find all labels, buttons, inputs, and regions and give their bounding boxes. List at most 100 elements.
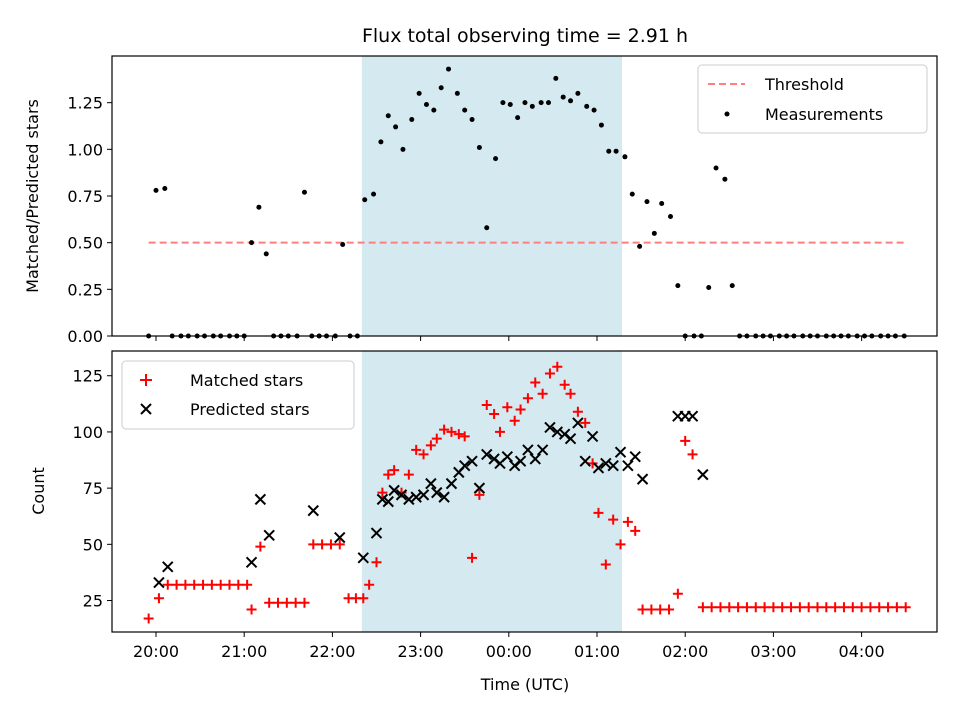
matched-stars-point — [794, 602, 805, 613]
matched-stars-point — [655, 604, 666, 615]
bottom-y-axis: 25 50 75 100 125 — [72, 367, 112, 611]
measurement-point — [493, 156, 499, 162]
chart-title: Flux total observing time = 2.91 h — [362, 25, 688, 47]
measurement-point — [598, 122, 604, 128]
y-tick-label: 0.00 — [67, 327, 103, 346]
matched-stars-point — [865, 602, 876, 613]
predicted-stars-point — [697, 468, 709, 481]
measurement-point — [668, 214, 673, 220]
measurement-point — [659, 200, 665, 206]
measurement-point — [560, 94, 566, 100]
predicted-stars-point — [544, 421, 556, 434]
predicted-legend-label: Predicted stars — [190, 400, 310, 419]
measurement-point — [538, 100, 544, 106]
matched-stars-point — [580, 417, 591, 428]
measurement-point — [568, 98, 574, 104]
matched-stars-point — [821, 602, 832, 613]
x-tick-label: 04:00 — [839, 642, 885, 661]
measurement-point — [484, 225, 490, 231]
measurement-point — [263, 251, 269, 257]
matched-stars-point — [522, 393, 533, 404]
matched-stars-point — [615, 539, 626, 550]
measurement-point — [522, 100, 528, 106]
matched-stars-point — [189, 579, 200, 590]
predicted-stars-point — [425, 477, 437, 490]
predicted-stars-point — [417, 489, 430, 501]
matched-stars-point — [358, 593, 369, 604]
measurement-point — [500, 100, 506, 106]
predicted-stars-point — [357, 552, 369, 564]
measurement-point — [362, 197, 368, 203]
matched-stars-point — [768, 602, 779, 613]
predicted-stars-point — [529, 453, 541, 465]
matched-stars-point — [411, 444, 422, 455]
threshold-legend-label: Threshold — [764, 75, 844, 94]
x-tick-label: 22:00 — [309, 642, 355, 661]
matched-stars-point — [900, 602, 911, 613]
measurement-point — [651, 230, 657, 236]
measurement-point — [575, 90, 581, 96]
x-axis-label: Time (UTC) — [480, 675, 569, 694]
matched-stars-point — [587, 458, 598, 469]
measurement-point — [454, 90, 460, 96]
predicted-stars-point — [162, 561, 174, 573]
x-tick-label: 20:00 — [133, 642, 179, 661]
matched-stars-point — [608, 514, 619, 525]
measurement-point — [409, 116, 415, 122]
measurement-point — [249, 240, 255, 246]
matched-stars-point — [171, 579, 182, 590]
matched-stars-point — [733, 602, 744, 613]
predicted-stars-point — [536, 444, 549, 456]
measurement-point — [622, 154, 628, 160]
measurement-point — [446, 66, 452, 72]
predicted-stars-point — [600, 457, 612, 470]
predicted-stars-point — [431, 486, 443, 499]
predicted-stars-point — [551, 426, 564, 438]
measurement-point — [515, 115, 521, 121]
measurement-point — [637, 243, 643, 249]
measurement-point — [256, 204, 262, 210]
measurement-point — [393, 124, 399, 130]
measurement-point — [476, 144, 482, 150]
y-tick-label: 75 — [83, 479, 103, 498]
y-tick-label: 100 — [72, 423, 103, 442]
predicted-stars-point — [614, 446, 627, 458]
matched-stars-point — [883, 602, 894, 613]
top-x-ticks — [155, 336, 863, 341]
matched-stars-point — [664, 604, 675, 615]
top-highlight-span — [361, 56, 622, 336]
measurement-point — [507, 102, 513, 108]
predicted-stars-point — [473, 482, 486, 494]
matched-stars-point — [874, 602, 885, 613]
matched-stars-point — [724, 602, 735, 613]
matched-stars-point — [544, 368, 555, 379]
predicted-stars-point — [572, 417, 584, 429]
predicted-stars-point — [522, 444, 534, 456]
matched-stars-point — [299, 597, 310, 608]
measurement-point — [675, 283, 681, 289]
matched-stars-point — [180, 579, 191, 590]
matched-stars-point — [371, 557, 382, 568]
measurement-point — [462, 107, 468, 113]
predicted-stars-point — [376, 493, 389, 506]
predicted-stars-point — [395, 489, 408, 501]
measurement-point — [385, 113, 391, 119]
predicted-stars-point — [686, 410, 699, 422]
matched-stars-point — [242, 579, 253, 590]
x-tick-label: 02:00 — [662, 642, 708, 661]
predicted-stars-point — [307, 504, 319, 517]
measurements-legend-swatch — [724, 111, 730, 117]
x-tick-label: 01:00 — [574, 642, 620, 661]
matched-stars-point — [600, 559, 611, 570]
matched-stars-point — [838, 602, 849, 613]
matched-stars-point — [509, 415, 520, 426]
matched-stars-point — [215, 579, 226, 590]
matched-stars-point — [559, 379, 570, 390]
predicted-stars-point — [153, 576, 165, 589]
predicted-stars-point — [334, 531, 346, 544]
measurement-point — [162, 186, 168, 192]
matched-stars-point — [246, 604, 257, 615]
matched-stars-point — [255, 541, 266, 552]
matched-stars-series — [143, 361, 911, 624]
matched-stars-point — [565, 388, 576, 399]
